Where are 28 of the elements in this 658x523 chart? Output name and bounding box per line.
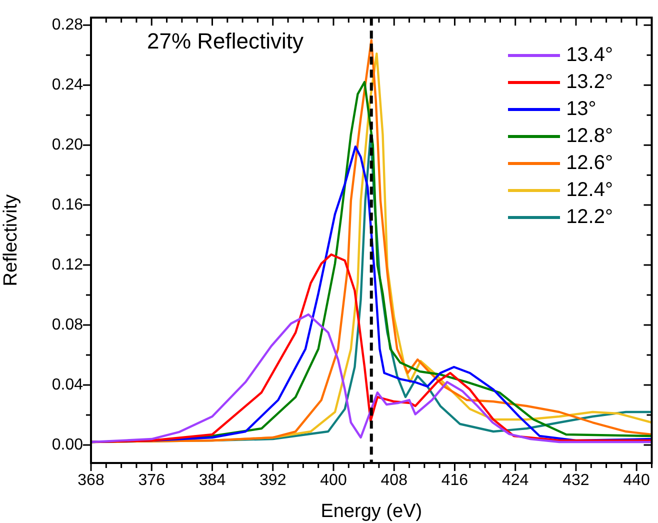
x-tick-label: 400 — [320, 472, 347, 490]
y-tick-label: 0.28 — [52, 16, 84, 34]
y-tick-label: 0.08 — [52, 316, 84, 334]
x-tick-label: 440 — [623, 472, 650, 490]
x-tick-label: 432 — [562, 472, 590, 490]
legend-label: 13.2° — [566, 70, 613, 95]
legend-label: 13.4° — [566, 43, 613, 68]
legend-label: 12.2° — [566, 205, 613, 230]
x-tick-label: 376 — [138, 472, 166, 490]
y-tick-label: 0.12 — [52, 256, 84, 274]
legend-label: 13° — [566, 97, 596, 122]
legend-label: 12.6° — [566, 151, 613, 176]
y-tick-label: 0.20 — [52, 136, 84, 154]
y-tick-label: 0.04 — [52, 376, 84, 394]
x-tick-label: 384 — [198, 472, 226, 490]
x-tick-label: 368 — [78, 472, 104, 490]
legend-label: 12.8° — [566, 124, 613, 149]
x-tick-label: 424 — [502, 472, 529, 490]
x-tick-label: 408 — [380, 472, 408, 490]
x-tick-label: 416 — [441, 472, 468, 490]
y-tick-label: 0.16 — [52, 196, 84, 214]
y-axis-title: Reflectivity — [0, 194, 22, 286]
x-axis-title: Energy (eV) — [320, 500, 422, 522]
y-tick-label: 0.00 — [52, 436, 84, 454]
x-tick-label: 392 — [260, 472, 286, 490]
annotation: 27% Reflectivity — [147, 28, 304, 54]
legend-label: 12.4° — [566, 178, 613, 203]
y-tick-label: 0.24 — [52, 76, 84, 94]
